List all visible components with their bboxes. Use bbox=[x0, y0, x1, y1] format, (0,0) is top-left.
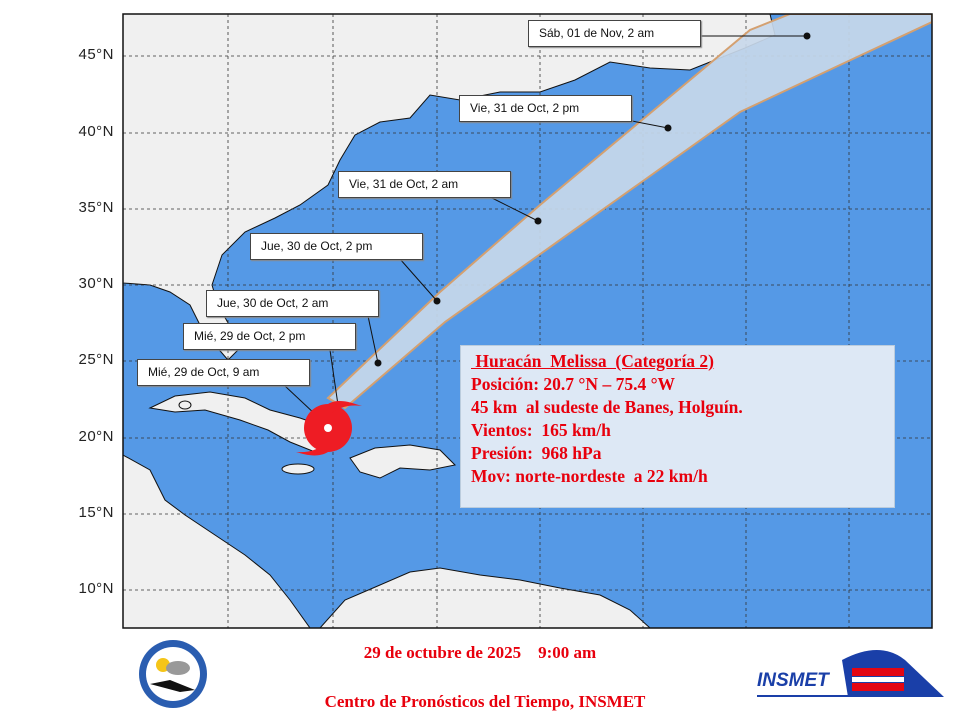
forecast-label: Vie, 31 de Oct, 2 pm bbox=[459, 95, 632, 122]
forecast-cone bbox=[326, 14, 932, 410]
storm-location: 45 km al sudeste de Banes, Holguín. bbox=[471, 397, 743, 417]
logo-left bbox=[139, 640, 207, 708]
issuing-center: Centro de Pronósticos del Tiempo, INSMET bbox=[324, 692, 646, 711]
lat-label: 25°N bbox=[78, 351, 114, 368]
lat-label: 30°N bbox=[78, 275, 114, 292]
lat-label: 10°N bbox=[78, 580, 114, 597]
land bbox=[123, 14, 776, 628]
issue-date: 29 de octubre de 2025 9:00 am bbox=[363, 643, 597, 662]
map-frame bbox=[122, 13, 933, 629]
forecast-point[interactable] bbox=[534, 217, 542, 225]
forecast-label: Vie, 31 de Oct, 2 am bbox=[338, 171, 511, 198]
storm-position: Posición: 20.7 °N – 75.4 °W bbox=[471, 374, 676, 394]
lat-label: 45°N bbox=[78, 46, 114, 63]
forecast-label: Mié, 29 de Oct, 9 am bbox=[137, 359, 310, 386]
forecast-point[interactable] bbox=[664, 124, 672, 132]
storm-pressure: Presión: 968 hPa bbox=[471, 443, 602, 463]
lat-label: 40°N bbox=[78, 123, 114, 140]
forecast-point[interactable] bbox=[374, 359, 382, 367]
lat-label: 35°N bbox=[78, 199, 114, 216]
forecast-points bbox=[374, 32, 811, 367]
forecast-label: Mié, 29 de Oct, 2 pm bbox=[183, 323, 356, 350]
leader-lines bbox=[284, 35, 807, 416]
insmet-logo-text: INSMET bbox=[757, 670, 829, 691]
storm-winds: Vientos: 165 km/h bbox=[471, 420, 611, 440]
storm-movement: Mov: norte-nordeste a 22 km/h bbox=[471, 466, 708, 486]
forecast-label: Jue, 30 de Oct, 2 pm bbox=[250, 233, 423, 260]
lat-label: 15°N bbox=[78, 504, 114, 521]
storm-info-box: Huracán Melissa (Categoría 2) Posición: … bbox=[460, 345, 895, 508]
hurricane-symbol-icon[interactable] bbox=[296, 400, 362, 456]
storm-title: Huracán Melissa (Categoría 2) bbox=[471, 351, 715, 371]
forecast-label: Sáb, 01 de Nov, 2 am bbox=[528, 20, 701, 47]
forecast-label: Jue, 30 de Oct, 2 am bbox=[206, 290, 379, 317]
forecast-point[interactable] bbox=[433, 297, 441, 305]
logo-right bbox=[757, 650, 944, 697]
forecast-point[interactable] bbox=[803, 32, 811, 40]
lat-label: 20°N bbox=[78, 428, 114, 445]
